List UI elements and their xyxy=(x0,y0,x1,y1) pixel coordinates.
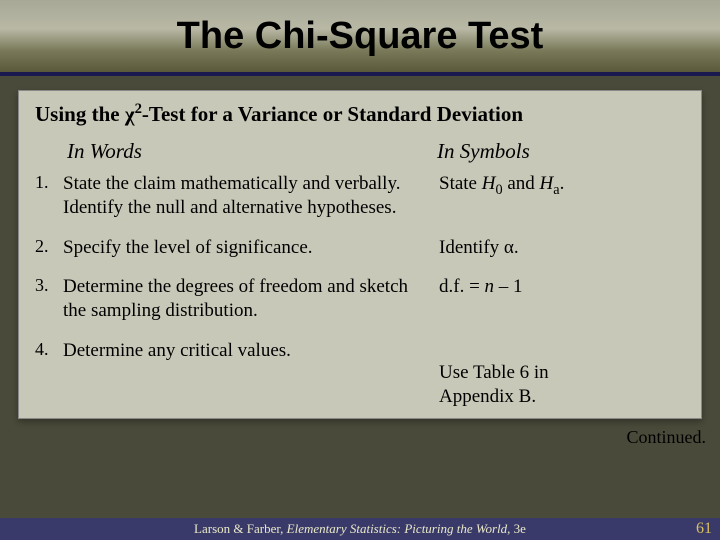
step-words: Specify the level of significance. xyxy=(63,236,439,260)
column-headers: In Words In Symbols xyxy=(35,139,685,164)
step-words: Determine any critical values. xyxy=(63,339,439,409)
sym-h0-letter: H xyxy=(482,173,496,194)
step-row: 1. State the claim mathematically and ve… xyxy=(35,172,685,220)
step-row: 4. Determine any critical values. Use Ta… xyxy=(35,339,685,409)
footer-author: Larson & Farber, xyxy=(194,521,287,536)
sym-text: Identify xyxy=(439,237,504,258)
sym-h0-sub: 0 xyxy=(495,182,502,198)
slide-header: The Chi-Square Test xyxy=(0,0,720,76)
subtitle: Using the χ2-Test for a Variance or Stan… xyxy=(35,101,685,127)
step-number: 2. xyxy=(35,236,63,260)
footer-title: Elementary Statistics: Picturing the Wor… xyxy=(287,521,508,536)
footer: Larson & Farber, Elementary Statistics: … xyxy=(0,518,720,540)
sym-text: State xyxy=(439,173,482,194)
sym-ha-letter: H xyxy=(540,173,554,194)
subtitle-pre: Using the xyxy=(35,102,125,126)
chi-symbol: χ xyxy=(125,102,135,126)
step-row: 3. Determine the degrees of freedom and … xyxy=(35,275,685,323)
step-words: State the claim mathematically and verba… xyxy=(63,172,439,220)
step-number: 1. xyxy=(35,172,63,220)
sym-n: n xyxy=(485,276,495,297)
step-symbols: State H0 and Ha. xyxy=(439,172,564,220)
col-header-words: In Words xyxy=(67,139,437,164)
sym-text: Appendix B. xyxy=(439,386,536,407)
chi-exponent: 2 xyxy=(135,101,142,117)
subtitle-post: -Test for a Variance or Standard Deviati… xyxy=(142,102,523,126)
sym-text: d.f. = xyxy=(439,276,485,297)
alpha-symbol: α xyxy=(504,237,514,258)
sym-text: – 1 xyxy=(494,276,523,297)
step-number: 4. xyxy=(35,339,63,409)
footer-text: Larson & Farber, Elementary Statistics: … xyxy=(194,521,526,537)
step-number: 3. xyxy=(35,275,63,323)
col-header-symbols: In Symbols xyxy=(437,139,530,164)
continued-label: Continued. xyxy=(0,427,706,448)
step-words: Determine the degrees of freedom and ske… xyxy=(63,275,439,323)
slide-title: The Chi-Square Test xyxy=(177,15,544,58)
step-symbols: d.f. = n – 1 xyxy=(439,275,523,323)
sym-text: and xyxy=(503,173,540,194)
step-row: 2. Specify the level of significance. Id… xyxy=(35,236,685,260)
content-box: Using the χ2-Test for a Variance or Stan… xyxy=(18,90,702,419)
step-symbols: Use Table 6 in Appendix B. xyxy=(439,361,549,409)
sym-text: . xyxy=(514,237,519,258)
footer-edition: , 3e xyxy=(507,521,526,536)
page-number: 61 xyxy=(696,520,712,538)
sym-text: Use Table 6 in xyxy=(439,362,549,383)
step-symbols: Identify α. xyxy=(439,236,519,260)
sym-text: . xyxy=(560,173,565,194)
